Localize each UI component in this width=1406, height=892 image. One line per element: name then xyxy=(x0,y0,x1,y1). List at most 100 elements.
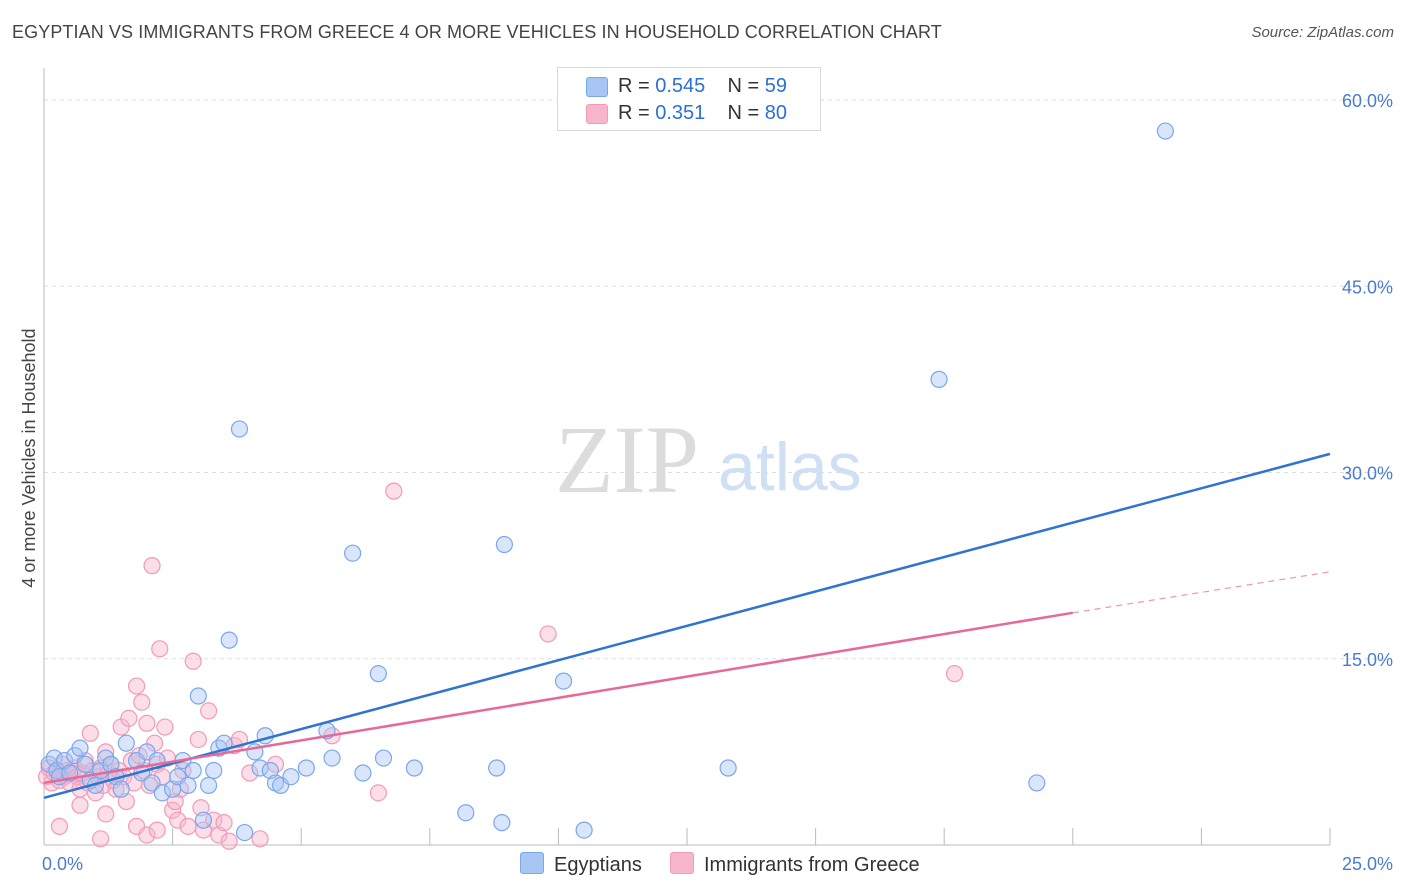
egyptian-point xyxy=(1156,122,1174,140)
greece-point xyxy=(138,826,156,844)
greece-point xyxy=(194,821,213,839)
y-tick-label: 45.0% xyxy=(1342,277,1393,297)
egyptian-point xyxy=(297,759,315,777)
greece-point xyxy=(120,709,138,727)
greece-point xyxy=(369,784,387,802)
egyptian-point xyxy=(179,776,197,795)
n-label: N = xyxy=(727,102,760,124)
tick-labels: 15.0% 30.0% 45.0% 60.0% 0.0% 25.0% xyxy=(42,91,1393,874)
x-tick-label-max: 25.0% xyxy=(1342,854,1393,874)
egyptian-point xyxy=(189,687,207,705)
n-label: N = xyxy=(727,75,760,97)
bottom-legend-egyptians: Egyptians xyxy=(520,852,642,877)
egyptian-point xyxy=(374,749,393,767)
egyptian-point xyxy=(251,759,269,777)
greece-point xyxy=(140,776,159,795)
legend-swatch-pink xyxy=(586,104,608,124)
legend-label: Egyptians xyxy=(554,854,642,876)
egyptian-point xyxy=(153,784,171,802)
greece-point xyxy=(127,677,146,695)
grid-lines xyxy=(44,99,1395,660)
egyptian-point xyxy=(282,768,300,786)
greece-point xyxy=(179,817,197,835)
bottom-legend-greece: Immigrants from Greece xyxy=(670,852,920,877)
source-label: Source: ZipAtlas.com xyxy=(1251,24,1394,41)
y-axis-label: 4 or more Vehicles in Household xyxy=(19,328,39,587)
egyptian-point xyxy=(236,823,254,842)
greece-point xyxy=(184,652,202,670)
egyptian-point xyxy=(71,739,89,757)
greece-point xyxy=(71,796,89,814)
trend-lines xyxy=(43,452,1331,800)
egyptian-point xyxy=(344,544,362,562)
egyptian-point xyxy=(184,761,202,780)
r-label: R = xyxy=(618,102,650,124)
legend-text: R = 0.545 N = 59 xyxy=(618,75,787,98)
greece-point xyxy=(143,557,161,575)
series-egyptians-points xyxy=(40,122,1174,842)
greece-point xyxy=(91,830,110,848)
r-value: 0.545 xyxy=(655,75,706,97)
y-tick-label: 15.0% xyxy=(1342,650,1393,670)
greece-point xyxy=(138,714,156,732)
egyptian-point xyxy=(200,776,218,795)
egyptian-point xyxy=(493,814,511,832)
greece-point xyxy=(50,817,69,835)
stats-legend: R = 0.545 N = 59 R = 0.351 N = 80 xyxy=(557,67,821,131)
greece-trend-extension xyxy=(1072,571,1331,614)
y-tick-label: 60.0% xyxy=(1342,91,1393,111)
egyptian-point xyxy=(495,535,513,554)
greece-point xyxy=(220,832,238,850)
greece-point xyxy=(151,640,169,658)
greece-point xyxy=(251,830,269,848)
greece-point xyxy=(241,764,259,782)
greece-point xyxy=(200,702,218,720)
n-value: 80 xyxy=(764,102,788,124)
egyptian-point xyxy=(575,821,593,839)
egyptian-point xyxy=(354,764,372,782)
legend-label: Immigrants from Greece xyxy=(704,854,920,876)
axes xyxy=(43,68,1331,846)
legend-text: R = 0.351 N = 80 xyxy=(618,102,787,125)
greece-point xyxy=(107,780,125,798)
egyptian-point xyxy=(143,774,161,792)
egyptian-point xyxy=(719,759,737,777)
egyptian-point xyxy=(230,420,249,438)
egyptian-point xyxy=(215,734,233,752)
n-value: 59 xyxy=(764,75,788,97)
greece-point xyxy=(81,724,99,742)
egyptian-point xyxy=(323,749,341,767)
egyptian-point xyxy=(554,672,573,690)
egyptian-point xyxy=(205,761,223,780)
chart-title: EGYPTIAN VS IMMIGRANTS FROM GREECE 4 OR … xyxy=(12,22,942,42)
egyptian-point xyxy=(76,755,94,773)
greece-point xyxy=(189,730,207,749)
egyptian-point xyxy=(220,631,238,649)
egyptian-point xyxy=(194,811,213,829)
egyptian-point xyxy=(405,759,423,777)
x-tick-label-min: 0.0% xyxy=(42,854,83,874)
r-value: 0.351 xyxy=(655,102,706,124)
r-label: R = xyxy=(618,75,650,97)
greece-point xyxy=(539,625,557,643)
egyptian-point xyxy=(930,370,948,388)
greece-point xyxy=(156,718,174,736)
y-tick-label: 30.0% xyxy=(1342,464,1393,484)
greece-point xyxy=(385,482,403,500)
legend-swatch-blue xyxy=(586,77,608,97)
egyptian-point xyxy=(457,804,475,822)
legend-swatch-blue xyxy=(520,852,544,874)
watermark-atlas: atlas xyxy=(718,429,862,505)
egyptians-trend-line xyxy=(43,452,1331,800)
greece-point xyxy=(169,811,187,829)
watermark: ZIP atlas xyxy=(555,406,862,513)
greece-point xyxy=(97,805,115,823)
egyptian-point xyxy=(1028,774,1046,792)
egyptian-point xyxy=(369,665,387,683)
greece-point xyxy=(945,665,964,683)
egyptian-point xyxy=(112,780,130,798)
egyptian-point xyxy=(488,759,506,777)
greece-point xyxy=(133,693,151,711)
greece-point xyxy=(148,821,166,839)
